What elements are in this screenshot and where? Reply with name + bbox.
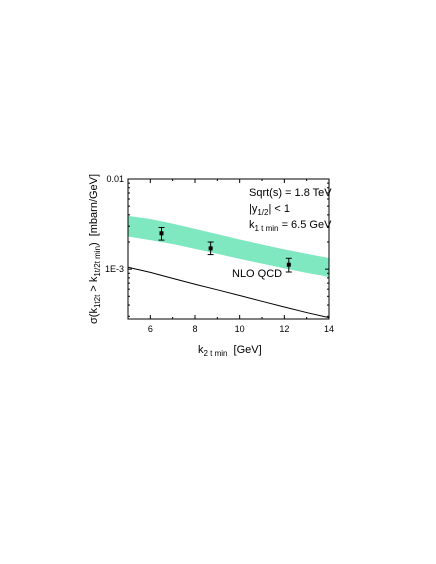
annotation-rapidity: |y1/2| < 1 <box>249 203 290 217</box>
x-axis-label: k2 t min [GeV] <box>198 344 262 358</box>
y-axis-label-mid: > k <box>88 276 100 295</box>
data-point <box>159 231 164 236</box>
annotation-sqrt-s: Sqrt(s) = 1.8 TeV <box>249 187 332 199</box>
x-axis-label-main: k <box>198 344 204 356</box>
annotation-k1-rest: = 6.5 GeV <box>279 219 333 231</box>
x-tick-label: 12 <box>279 324 289 334</box>
y-tick-label: 1E-3 <box>105 264 124 274</box>
uncertainty-band <box>128 215 329 277</box>
y-axis-label-main: σ(k <box>88 308 100 324</box>
x-tick-label: 10 <box>235 324 245 334</box>
y-axis-label-sub1: 1t2t <box>93 294 102 308</box>
y-axis-label-unit: [mbarn/GeV] <box>88 174 100 236</box>
annotation-rapidity-sub: 1/2 <box>257 208 269 217</box>
y-axis-label: σ(k1t2t > k1t/2t min) [mbarn/GeV] <box>88 174 102 324</box>
annotation-k1-main: k <box>249 219 255 231</box>
y-axis-label-sub2: 1t/2t min <box>93 246 102 277</box>
y-axis-label-close: ) <box>88 242 100 246</box>
plot-frame <box>127 178 330 320</box>
annotation-k1-sub: 1 t min <box>255 224 279 233</box>
y-tick-label: 0.01 <box>106 174 124 184</box>
annotation-k1: k1 t min = 6.5 GeV <box>249 219 332 233</box>
data-points-layer <box>158 226 292 273</box>
x-axis-label-unit: [GeV] <box>234 344 262 356</box>
data-point <box>208 246 213 251</box>
curve-label: NLO QCD <box>232 268 282 280</box>
annotation-rapidity-rest: | < 1 <box>268 203 290 215</box>
x-tick-label: 14 <box>324 324 334 334</box>
x-tick-label: 8 <box>192 324 197 334</box>
x-axis-label-sub: 2 t min <box>204 349 228 358</box>
nlo-qcd-curve <box>127 266 330 319</box>
uncertainty-band-layer <box>128 215 329 277</box>
x-tick-label: 6 <box>148 324 153 334</box>
data-point <box>286 262 291 267</box>
annotation-rapidity-main: |y <box>249 203 258 215</box>
nlo-curve-layer <box>127 266 330 319</box>
axis-ticks: 6 8 10 12 14 0.01 1E-3 <box>105 174 334 334</box>
